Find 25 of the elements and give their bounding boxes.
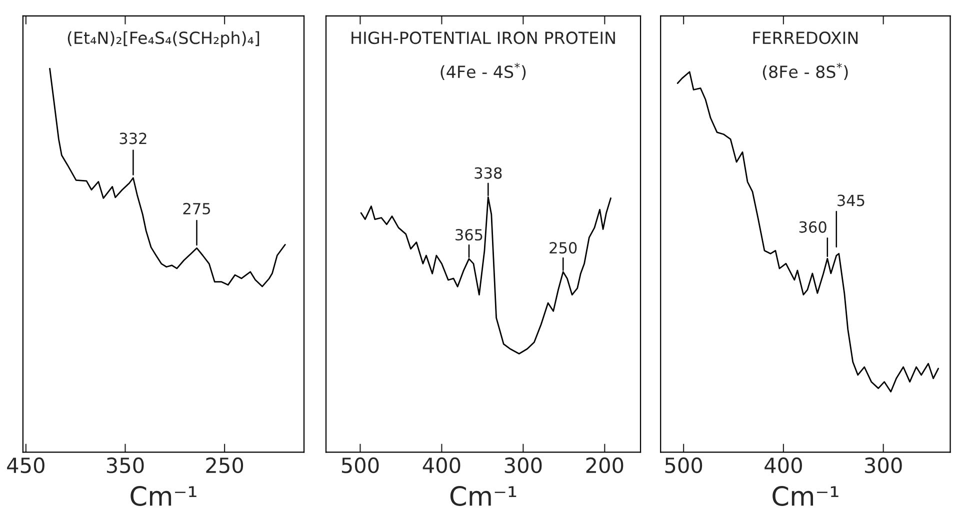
chart-subtitle: (8Fe - 8S$^{*}$) bbox=[762, 62, 848, 80]
chart-title: FERREDOXIN bbox=[753, 32, 858, 44]
chart-title: HIGH-POTENTIAL IRON PROTEIN bbox=[352, 32, 615, 44]
x-tick-label: 200 bbox=[586, 457, 624, 474]
annotation: 360 bbox=[799, 221, 826, 233]
x-tick-label: 350 bbox=[106, 457, 144, 474]
annotation: 250 bbox=[550, 242, 577, 254]
x-tick-label: 400 bbox=[422, 457, 460, 474]
x-tick-label: 500 bbox=[665, 457, 702, 474]
annotation: 338 bbox=[474, 167, 502, 179]
x-tick-label: 400 bbox=[764, 457, 802, 474]
annotation: 345 bbox=[838, 194, 864, 206]
annotation: 365 bbox=[456, 229, 482, 241]
x-tick-label: 300 bbox=[865, 457, 902, 474]
chart-title: (Et₄N)₂[Fe₄S₄(SCH₂ph)₄] bbox=[68, 31, 260, 48]
x-tick-label: 300 bbox=[504, 457, 542, 474]
annotation: 275 bbox=[183, 202, 210, 214]
x-axis-title: Cm⁻¹ bbox=[772, 486, 838, 506]
x-tick-label: 500 bbox=[342, 457, 379, 474]
annotation: 332 bbox=[120, 132, 146, 144]
x-tick-label: 450 bbox=[7, 457, 44, 474]
x-tick-label: 250 bbox=[206, 457, 244, 474]
x-axis-title: Cm⁻¹ bbox=[130, 486, 196, 506]
chart-subtitle: (4Fe - 4S$^{*}$) bbox=[440, 62, 526, 80]
x-axis-title: Cm⁻¹ bbox=[450, 486, 516, 506]
